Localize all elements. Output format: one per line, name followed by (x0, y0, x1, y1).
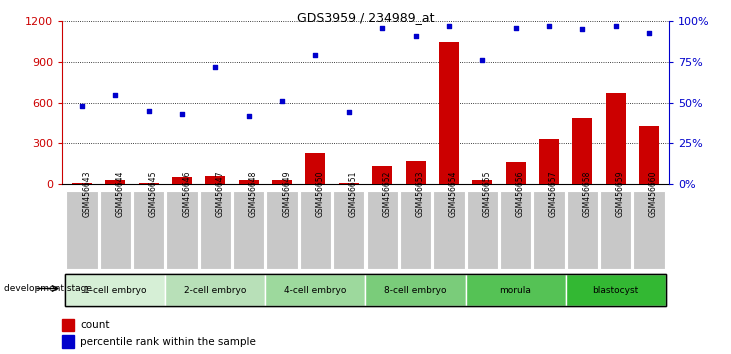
Bar (306, 153, 325, 184)
FancyBboxPatch shape (67, 191, 98, 269)
Bar (506, 162, 526, 184)
FancyBboxPatch shape (567, 191, 598, 269)
FancyBboxPatch shape (267, 191, 298, 269)
Bar (439, 42, 459, 184)
Text: GSM456651: GSM456651 (349, 170, 358, 217)
FancyBboxPatch shape (366, 274, 466, 306)
Bar (272, 180, 292, 184)
Bar (539, 139, 559, 184)
Text: GSM456656: GSM456656 (515, 170, 525, 217)
Text: GSM456647: GSM456647 (216, 170, 224, 217)
Bar (339, 183, 359, 184)
Bar (172, 177, 192, 184)
Text: 2-cell embryo: 2-cell embryo (184, 286, 246, 295)
Text: GSM456659: GSM456659 (616, 170, 624, 217)
FancyBboxPatch shape (533, 191, 564, 269)
Text: 8-cell embryo: 8-cell embryo (385, 286, 447, 295)
Text: GSM456655: GSM456655 (482, 170, 491, 217)
FancyBboxPatch shape (165, 274, 265, 306)
Bar (139, 183, 159, 184)
FancyBboxPatch shape (366, 191, 398, 269)
FancyBboxPatch shape (600, 191, 631, 269)
Text: GSM456646: GSM456646 (182, 170, 191, 217)
Text: GSM456649: GSM456649 (282, 170, 291, 217)
Text: development stage: development stage (4, 284, 91, 293)
Bar (62, 335, 75, 348)
Bar (62, 319, 75, 331)
FancyBboxPatch shape (233, 191, 265, 269)
Text: 1-cell embryo: 1-cell embryo (84, 286, 147, 295)
Text: GSM456652: GSM456652 (382, 170, 391, 217)
Point (110, 92, 121, 97)
Text: morula: morula (499, 286, 531, 295)
FancyBboxPatch shape (466, 191, 498, 269)
Point (76, 103, 88, 109)
Bar (105, 180, 126, 184)
Bar (605, 93, 626, 184)
Point (143, 108, 155, 114)
FancyBboxPatch shape (265, 274, 366, 306)
Point (409, 33, 421, 39)
Text: count: count (80, 320, 110, 330)
Point (243, 113, 254, 119)
Text: GDS3959 / 234989_at: GDS3959 / 234989_at (297, 11, 434, 24)
Point (443, 23, 455, 29)
FancyBboxPatch shape (66, 274, 165, 306)
FancyBboxPatch shape (200, 191, 231, 269)
Text: GSM456645: GSM456645 (149, 170, 158, 217)
FancyBboxPatch shape (466, 274, 566, 306)
Point (477, 57, 488, 63)
FancyBboxPatch shape (400, 191, 431, 269)
FancyBboxPatch shape (100, 191, 131, 269)
Text: percentile rank within the sample: percentile rank within the sample (80, 337, 256, 347)
Point (610, 23, 621, 29)
Text: blastocyst: blastocyst (592, 286, 639, 295)
Point (176, 111, 188, 117)
FancyBboxPatch shape (300, 191, 331, 269)
Bar (639, 126, 659, 184)
Bar (572, 118, 592, 184)
FancyBboxPatch shape (500, 191, 531, 269)
FancyBboxPatch shape (167, 191, 198, 269)
Text: GSM456643: GSM456643 (82, 170, 91, 217)
Text: GSM456644: GSM456644 (115, 170, 124, 217)
Text: GSM456660: GSM456660 (649, 170, 658, 217)
FancyBboxPatch shape (433, 191, 464, 269)
Point (643, 30, 655, 35)
FancyBboxPatch shape (566, 274, 665, 306)
Bar (406, 161, 425, 184)
Bar (205, 176, 225, 184)
Bar (72, 183, 92, 184)
Text: GSM456648: GSM456648 (249, 170, 258, 217)
Point (510, 25, 521, 30)
Text: GSM456653: GSM456653 (415, 170, 425, 217)
Point (576, 27, 588, 32)
FancyBboxPatch shape (133, 191, 164, 269)
Point (543, 23, 555, 29)
Bar (472, 180, 492, 184)
Point (376, 25, 388, 30)
Point (310, 53, 322, 58)
Text: GSM456654: GSM456654 (449, 170, 458, 217)
FancyBboxPatch shape (633, 191, 664, 269)
Text: GSM456650: GSM456650 (316, 170, 325, 217)
Point (343, 110, 355, 115)
Text: GSM456658: GSM456658 (582, 170, 591, 217)
FancyBboxPatch shape (333, 191, 365, 269)
Text: 4-cell embryo: 4-cell embryo (284, 286, 346, 295)
Bar (239, 180, 259, 184)
Point (210, 64, 221, 70)
Bar (372, 166, 392, 184)
Text: GSM456657: GSM456657 (549, 170, 558, 217)
Point (276, 98, 288, 104)
